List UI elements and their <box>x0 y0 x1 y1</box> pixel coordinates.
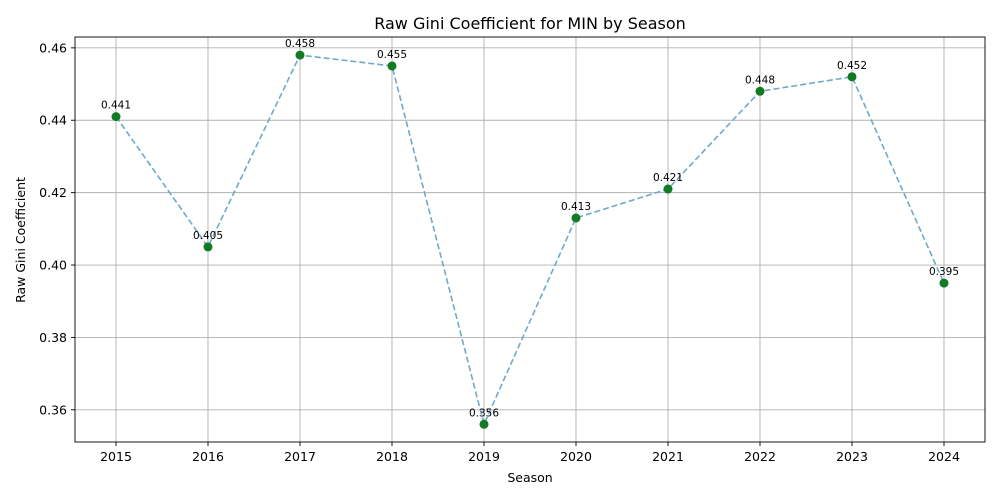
data-label: 0.421 <box>653 172 683 184</box>
chart-title: Raw Gini Coefficient for MIN by Season <box>374 14 686 33</box>
x-tick-label: 2020 <box>560 449 592 464</box>
data-label: 0.413 <box>561 201 591 213</box>
data-label: 0.405 <box>193 230 223 242</box>
data-point <box>571 213 581 223</box>
y-tick-label: 0.44 <box>39 113 67 128</box>
data-point <box>111 112 121 122</box>
x-tick-label: 2021 <box>652 449 684 464</box>
data-point <box>203 242 213 252</box>
axis-ticks: 2015 2016 2017 2018 2019 2020 2021 2022 2023 2024… <box>39 40 960 464</box>
data-point <box>663 184 673 194</box>
data-point <box>847 72 857 82</box>
data-labels: 0.441 0.405 0.458 0.455 0.356 0.413 0.421 0.448… <box>101 38 959 419</box>
x-tick-label: 2023 <box>836 449 868 464</box>
x-tick-label: 2024 <box>928 449 960 464</box>
y-tick-label: 0.38 <box>39 330 67 345</box>
x-axis-label: Season <box>507 470 552 485</box>
data-point <box>939 278 949 288</box>
x-tick-label: 2015 <box>100 449 132 464</box>
data-label: 0.448 <box>745 74 775 86</box>
x-tick-label: 2018 <box>376 449 408 464</box>
x-tick-label: 2016 <box>192 449 224 464</box>
data-label: 0.441 <box>101 100 131 112</box>
data-label: 0.356 <box>469 407 499 419</box>
y-axis-label: Raw Gini Coefficient <box>13 177 28 303</box>
data-point <box>387 61 397 71</box>
grid-lines <box>75 37 985 442</box>
series-line <box>115 54 945 427</box>
data-label: 0.455 <box>377 49 407 61</box>
y-tick-label: 0.46 <box>39 40 67 55</box>
x-tick-label: 2022 <box>744 449 776 464</box>
x-tick-label: 2019 <box>468 449 500 464</box>
y-tick-label: 0.36 <box>39 402 67 417</box>
data-points <box>111 50 949 429</box>
data-point <box>295 50 305 60</box>
plot-frame <box>74 36 986 443</box>
y-tick-label: 0.40 <box>39 258 67 273</box>
data-point <box>755 86 765 96</box>
data-point <box>479 419 489 429</box>
x-tick-label: 2017 <box>284 449 316 464</box>
y-tick-label: 0.42 <box>39 185 67 200</box>
data-label: 0.458 <box>285 38 315 50</box>
data-label: 0.452 <box>837 60 867 72</box>
data-label: 0.395 <box>929 266 959 278</box>
series-line-layer <box>115 54 945 427</box>
